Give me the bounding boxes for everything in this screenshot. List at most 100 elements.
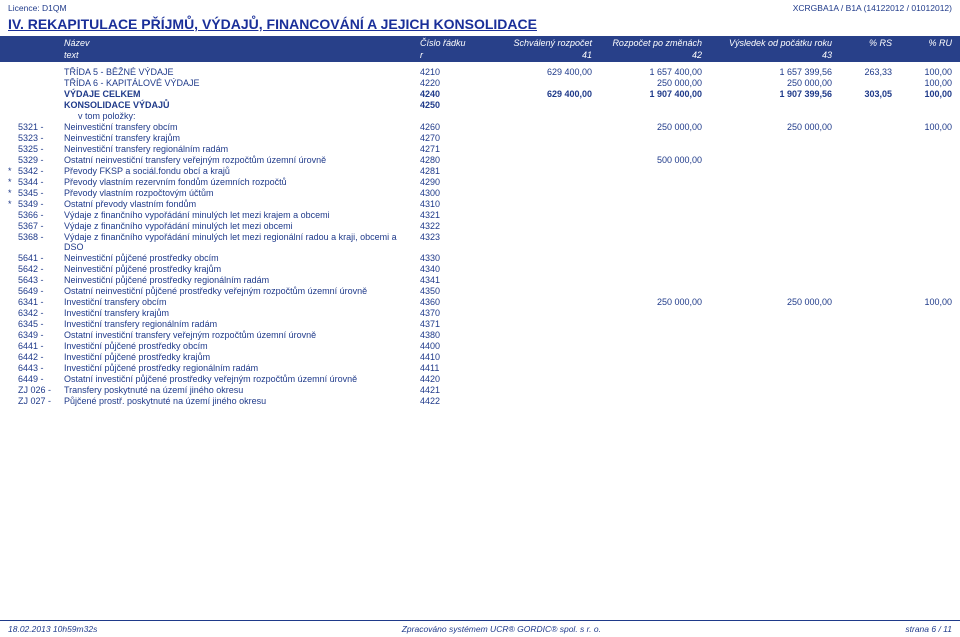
row-number — [420, 111, 482, 121]
row-number: 4421 — [420, 385, 482, 395]
row-code: 5368 - — [18, 232, 64, 252]
row-val1 — [482, 396, 592, 406]
doc-header: Licence: D1QM XCRGBA1A / B1A (14122012 /… — [0, 0, 960, 14]
table-row: *5342 -Převody FKSP a sociál.fondu obcí … — [8, 165, 952, 176]
row-star — [8, 133, 18, 143]
row-star — [8, 253, 18, 263]
table-row: 6449 -Ostatní investiční půjčené prostře… — [8, 373, 952, 384]
row-val3 — [702, 155, 832, 165]
row-pct1 — [832, 319, 892, 329]
row-val2 — [592, 253, 702, 263]
row-code: 5649 - — [18, 286, 64, 296]
row-code — [18, 100, 64, 110]
row-code: 5349 - — [18, 199, 64, 209]
row-label: Neinvestiční transfery obcím — [64, 122, 420, 132]
row-val1 — [482, 264, 592, 274]
row-val1 — [482, 275, 592, 285]
row-pct2 — [892, 319, 952, 329]
row-star — [8, 308, 18, 318]
row-number: 4350 — [420, 286, 482, 296]
row-number: 4220 — [420, 78, 482, 88]
table-row: 5329 -Ostatní neinvestiční transfery veř… — [8, 154, 952, 165]
row-pct1 — [832, 144, 892, 154]
row-val2 — [592, 352, 702, 362]
row-pct2 — [892, 166, 952, 176]
col-n2: 42 — [592, 50, 702, 60]
row-number: 4340 — [420, 264, 482, 274]
row-val3 — [702, 253, 832, 263]
row-star — [8, 385, 18, 395]
row-label: Převody vlastním rozpočtovým účtům — [64, 188, 420, 198]
row-label: Investiční transfery krajům — [64, 308, 420, 318]
row-code: 5643 - — [18, 275, 64, 285]
row-number: 4260 — [420, 122, 482, 132]
row-val1 — [482, 155, 592, 165]
row-star — [8, 78, 18, 88]
footer-timestamp: 18.02.2013 10h59m32s — [8, 624, 97, 634]
table-row: TŘÍDA 5 - BĚŽNÉ VÝDAJE4210629 400,001 65… — [8, 66, 952, 77]
table-row: 6349 -Ostatní investiční transfery veřej… — [8, 329, 952, 340]
row-val1 — [482, 111, 592, 121]
row-val2 — [592, 133, 702, 143]
row-number: 4411 — [420, 363, 482, 373]
row-pct1 — [832, 199, 892, 209]
row-star — [8, 363, 18, 373]
row-label: TŘÍDA 6 - KAPITÁLOVÉ VÝDAJE — [64, 78, 420, 88]
row-label: Výdaje z finančního vypořádání minulých … — [64, 210, 420, 220]
table-row: 6342 -Investiční transfery krajům4370 — [8, 307, 952, 318]
row-code: 5366 - — [18, 210, 64, 220]
row-pct2 — [892, 199, 952, 209]
row-val2: 1 907 400,00 — [592, 89, 702, 99]
row-pct2 — [892, 363, 952, 373]
col-n3: 43 — [702, 50, 832, 60]
row-number: 4420 — [420, 374, 482, 384]
row-pct2: 100,00 — [892, 89, 952, 99]
row-pct1 — [832, 264, 892, 274]
row-label: Investiční transfery regionálním radám — [64, 319, 420, 329]
table-row: 6443 -Investiční půjčené prostředky regi… — [8, 362, 952, 373]
row-val3 — [702, 100, 832, 110]
row-pct1 — [832, 133, 892, 143]
row-val2 — [592, 363, 702, 373]
row-code: 6345 - — [18, 319, 64, 329]
row-val2 — [592, 188, 702, 198]
row-number: 4330 — [420, 253, 482, 263]
row-val2 — [592, 308, 702, 318]
row-val2: 250 000,00 — [592, 297, 702, 307]
table-row: VÝDAJE CELKEM4240629 400,001 907 400,001… — [8, 88, 952, 99]
row-val2 — [592, 111, 702, 121]
col-n1: 41 — [482, 50, 592, 60]
row-star — [8, 100, 18, 110]
row-val3 — [702, 308, 832, 318]
row-label: Ostatní převody vlastním fondům — [64, 199, 420, 209]
row-val3 — [702, 396, 832, 406]
row-val1 — [482, 122, 592, 132]
row-number: 4400 — [420, 341, 482, 351]
row-pct2 — [892, 232, 952, 252]
col-p1: % RS — [832, 38, 892, 48]
doc-code: XCRGBA1A / B1A (14122012 / 01012012) — [793, 3, 952, 13]
row-val3 — [702, 221, 832, 231]
row-pct2 — [892, 188, 952, 198]
row-pct1 — [832, 78, 892, 88]
row-star — [8, 286, 18, 296]
table-row: 6441 -Investiční půjčené prostředky obcí… — [8, 340, 952, 351]
row-val1 — [482, 166, 592, 176]
row-code: 5641 - — [18, 253, 64, 263]
row-val3 — [702, 275, 832, 285]
row-val3 — [702, 177, 832, 187]
col-rnum: Číslo řádku — [420, 38, 482, 48]
row-val1 — [482, 232, 592, 252]
row-pct1 — [832, 100, 892, 110]
row-star — [8, 67, 18, 77]
row-val2 — [592, 396, 702, 406]
row-star — [8, 221, 18, 231]
row-label: Neinvestiční půjčené prostředky obcím — [64, 253, 420, 263]
row-val1 — [482, 221, 592, 231]
row-val1 — [482, 330, 592, 340]
row-code — [18, 78, 64, 88]
row-code: 5642 - — [18, 264, 64, 274]
row-star — [8, 275, 18, 285]
table-row: 5367 -Výdaje z finančního vypořádání min… — [8, 220, 952, 231]
row-label: TŘÍDA 5 - BĚŽNÉ VÝDAJE — [64, 67, 420, 77]
